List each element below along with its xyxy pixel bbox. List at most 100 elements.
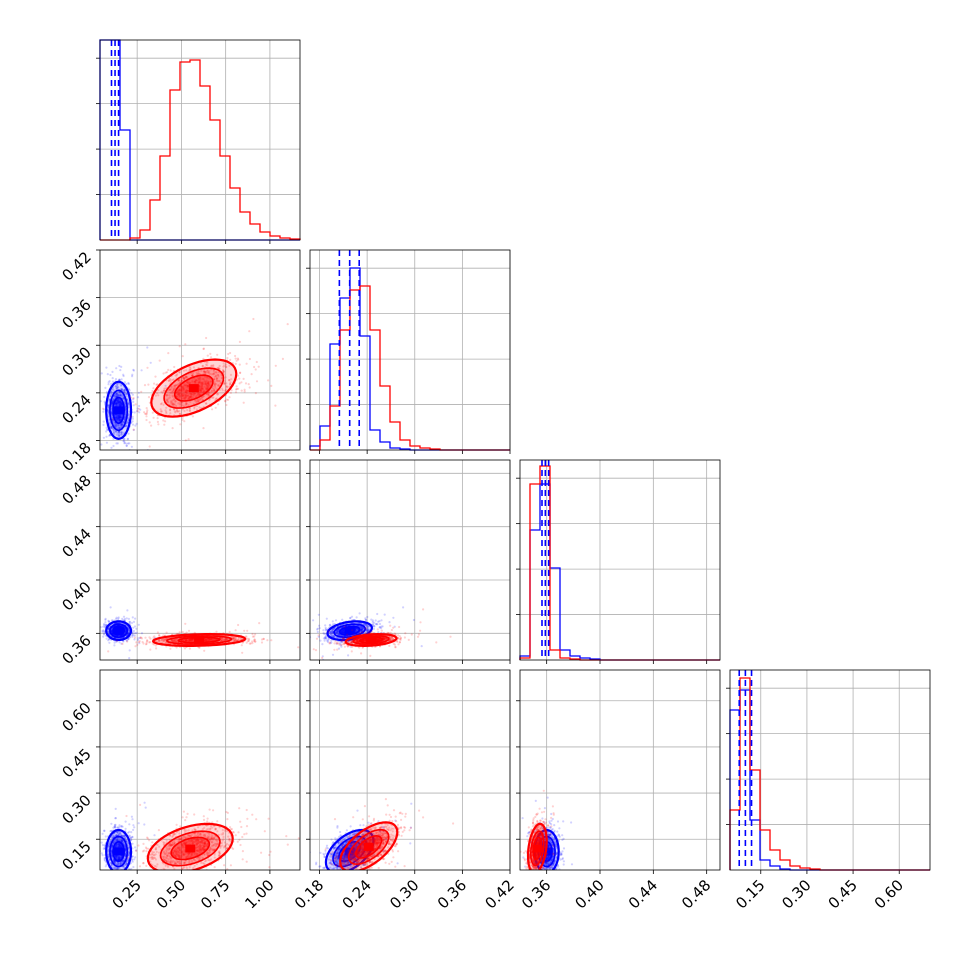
scatter-point — [199, 397, 202, 400]
scatter-point — [193, 377, 196, 380]
scatter-point — [102, 632, 105, 635]
scatter-point — [355, 616, 358, 619]
scatter-point — [205, 382, 208, 385]
scatter-point — [181, 393, 184, 396]
scatter-point — [165, 371, 169, 374]
scatter-point — [131, 415, 134, 418]
scatter-point — [115, 424, 118, 427]
scatter-point — [114, 416, 117, 419]
scatter-point — [117, 434, 120, 437]
scatter-point — [151, 389, 154, 393]
scatter-point — [115, 387, 118, 391]
scatter-point — [188, 396, 191, 399]
scatter-point — [248, 386, 251, 389]
scatter-point — [197, 377, 200, 380]
scatter-point — [217, 366, 220, 369]
scatter-point — [112, 418, 115, 421]
density-contour-2-1 — [150, 358, 238, 418]
scatter-point — [185, 381, 189, 384]
scatter-point — [318, 627, 321, 630]
scatter-point — [203, 385, 206, 388]
scatter-point — [187, 380, 190, 383]
scatter-point — [189, 381, 192, 384]
scatter-point — [145, 412, 148, 415]
scatter-point — [189, 395, 192, 398]
scatter-point — [125, 639, 128, 642]
scatter-point — [169, 391, 172, 394]
scatter-point — [180, 401, 183, 404]
scatter-point — [177, 393, 180, 396]
scatter-point — [183, 647, 187, 650]
scatter-point — [128, 620, 131, 624]
scatter-point — [206, 387, 209, 390]
scatter-point — [165, 631, 168, 634]
scatter-point — [183, 394, 186, 397]
scatter-point — [107, 630, 110, 633]
scatter-point — [115, 442, 118, 445]
scatter-point — [110, 426, 113, 429]
scatter-point — [116, 402, 119, 405]
scatter-point — [114, 416, 117, 419]
scatter-point — [206, 387, 209, 390]
scatter-point — [169, 388, 172, 391]
scatter-point — [180, 390, 183, 393]
scatter-point — [206, 364, 209, 367]
scatter-point — [109, 421, 112, 424]
scatter-point — [199, 389, 202, 392]
scatter-point — [163, 387, 166, 390]
scatter-point — [200, 385, 204, 388]
scatter-point — [169, 369, 172, 372]
scatter-point — [225, 398, 228, 401]
histogram-frame-1 — [99, 39, 301, 241]
scatter-point — [198, 388, 201, 391]
scatter-point — [326, 639, 329, 642]
scatter-point — [111, 380, 115, 383]
scatter-point — [135, 627, 138, 630]
scatter-point — [184, 376, 187, 379]
scatter-point — [117, 401, 120, 404]
scatter-point — [254, 392, 257, 395]
scatter-point — [204, 371, 207, 374]
scatter-point — [185, 389, 188, 392]
scatter-point — [200, 384, 203, 388]
scatter-point — [247, 383, 250, 386]
scatter-point — [210, 365, 213, 368]
scatter-point — [123, 388, 126, 391]
scatter-point — [171, 378, 174, 382]
scatter-point — [126, 437, 130, 440]
scatter-point — [160, 410, 163, 413]
scatter-point — [118, 394, 121, 397]
scatter-point — [120, 433, 123, 436]
scatter-point — [128, 389, 131, 392]
scatter-point — [336, 648, 339, 651]
scatter-point — [119, 401, 123, 405]
scatter-point — [213, 375, 216, 378]
scatter-point — [182, 388, 185, 391]
scatter-point — [204, 402, 208, 405]
scatter-point — [202, 347, 205, 351]
scatter-point — [208, 377, 211, 380]
scatter-point — [220, 376, 223, 379]
scatter-point — [109, 423, 112, 426]
scatter-point — [136, 407, 139, 410]
scatter-point — [202, 395, 205, 398]
scatter-point — [117, 416, 120, 419]
scatter-point — [122, 373, 125, 376]
scatter-point — [113, 423, 116, 426]
scatter-point — [114, 402, 117, 405]
scatter-point — [110, 427, 113, 430]
scatter-point — [173, 384, 176, 387]
scatter-point — [140, 369, 143, 372]
scatter-point — [168, 396, 171, 399]
scatter-point — [117, 416, 120, 419]
scatter-point — [253, 635, 256, 638]
scatter-point — [128, 442, 131, 445]
scatter-point — [157, 389, 160, 392]
scatter-point — [188, 407, 191, 410]
scatter-point — [205, 379, 208, 382]
scatter-point — [119, 369, 122, 372]
scatter-point — [125, 392, 128, 396]
scatter-point — [181, 387, 184, 390]
scatter-point — [167, 397, 170, 400]
